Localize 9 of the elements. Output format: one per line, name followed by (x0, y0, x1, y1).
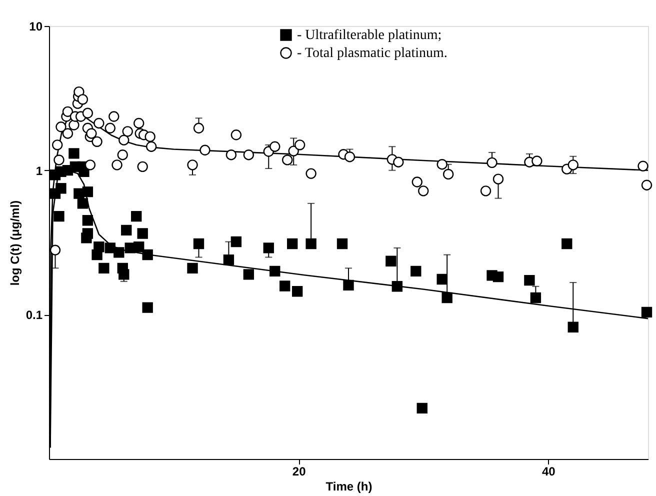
y-tick-label: 1 (36, 164, 43, 178)
legend-label: - Total plasmatic platinum. (297, 46, 448, 61)
y-tick-label: 10 (29, 20, 43, 34)
y-tick-label: 0.1 (26, 308, 43, 322)
x-tick-label: 20 (292, 464, 306, 478)
x-axis-title: Time (h) (326, 480, 372, 494)
x-tick-label: 40 (542, 464, 556, 478)
legend-label: - Ultrafilterable platinum; (297, 28, 442, 43)
y-axis-title: log C(t) (μg/ml) (8, 200, 22, 286)
